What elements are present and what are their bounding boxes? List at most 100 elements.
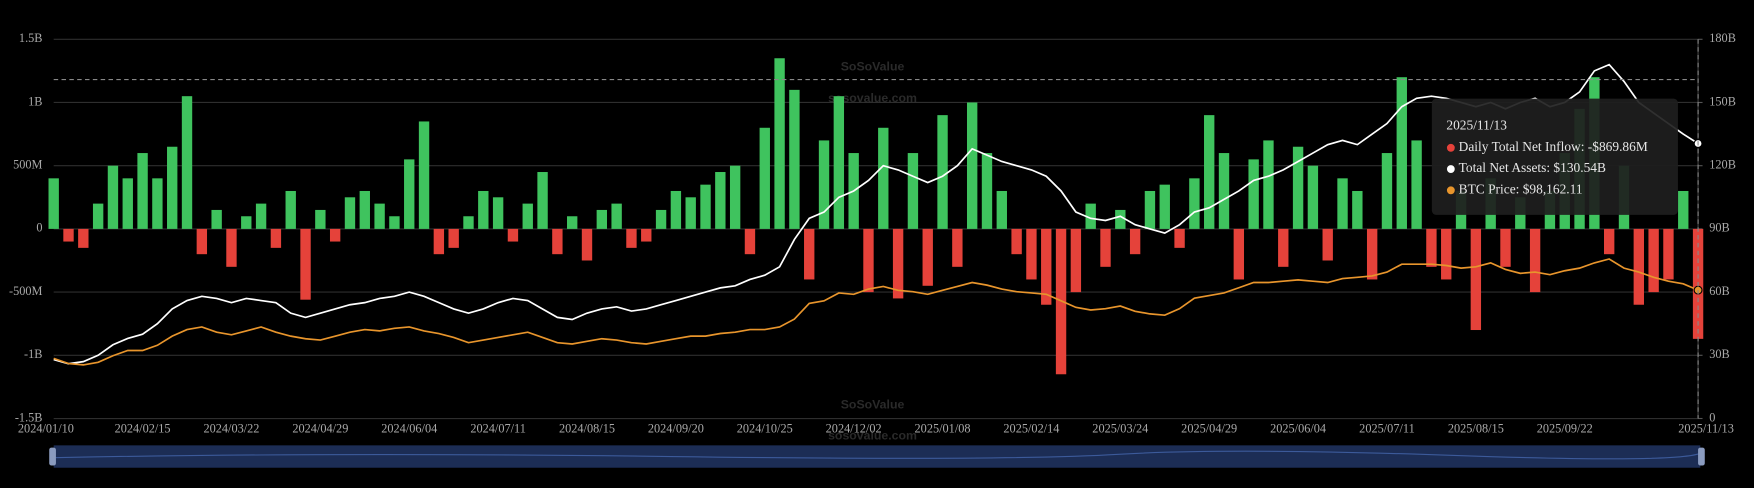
x-tick-label: 2024/08/15 [559, 422, 615, 436]
bar [996, 190, 1007, 229]
bar [315, 209, 326, 229]
x-tick-label: 2025/02/14 [1003, 422, 1059, 436]
x-tick-label: 2024/12/02 [826, 422, 882, 436]
bar [1292, 146, 1304, 229]
bar [255, 203, 267, 229]
bar [1026, 228, 1037, 280]
bar [167, 146, 178, 229]
bar [567, 216, 578, 229]
bar [285, 190, 296, 229]
bar [818, 140, 830, 229]
y-tick-label: -1.5B [15, 410, 43, 424]
bar [1070, 228, 1082, 293]
bar [63, 228, 74, 242]
bar [1426, 228, 1437, 267]
x-tick-label: 2024/01/10 [18, 422, 74, 436]
bar [1115, 209, 1126, 229]
zoom-handle[interactable] [49, 447, 56, 466]
y2-tick-label: 180B [1709, 31, 1736, 45]
watermark-brand: SoSoValue [841, 397, 905, 411]
bar [833, 96, 845, 229]
bar [389, 216, 400, 229]
bar [581, 228, 593, 261]
bar [404, 159, 415, 229]
bar [226, 228, 237, 267]
line [53, 63, 1699, 365]
x-tick-label: 2025/09/22 [1537, 422, 1593, 436]
x-tick-label: 2025/06/04 [1270, 422, 1326, 436]
bar [759, 127, 770, 229]
y2-tick-label: 90B [1709, 221, 1730, 235]
bar [863, 228, 874, 293]
bar [1100, 228, 1111, 267]
bar [1085, 203, 1096, 229]
zoom-handle[interactable] [1698, 447, 1705, 466]
bar [1470, 228, 1482, 331]
bar [804, 228, 815, 280]
bar [922, 228, 933, 286]
bar [448, 228, 459, 248]
bar [789, 89, 800, 229]
bar [715, 172, 726, 229]
x-tick-label: 2024/10/25 [737, 422, 793, 436]
x-tick-label: 2025/08/15 [1448, 422, 1504, 436]
y2-tick-label: 120B [1709, 158, 1736, 172]
bar [685, 197, 696, 229]
bar [478, 190, 489, 229]
bar [744, 228, 756, 255]
bar [892, 228, 904, 299]
x-tick-label: 2025/07/11 [1359, 422, 1415, 436]
bar [1648, 228, 1659, 293]
bar [552, 228, 563, 255]
bar [196, 228, 208, 255]
bar [107, 165, 119, 229]
bar [1248, 159, 1259, 229]
bar [1011, 228, 1022, 255]
bar [374, 203, 385, 229]
bar [152, 178, 163, 229]
bar [966, 102, 978, 229]
bar [1263, 140, 1274, 229]
bar [937, 115, 948, 229]
bar [700, 184, 711, 229]
y-tick-label: 1B [28, 94, 42, 108]
bar [1322, 228, 1333, 261]
bar [1041, 228, 1052, 305]
tooltip-dot [1446, 186, 1455, 195]
bar [1366, 228, 1378, 280]
bar [1204, 115, 1215, 229]
y-tick-label: -500M [9, 284, 43, 298]
zoom-preview [53, 450, 1701, 460]
y-tick-label: 500M [13, 158, 42, 172]
y2-tick-label: 30B [1709, 347, 1730, 361]
tooltip-item: BTC Price: $98,162.11 [1459, 181, 1583, 196]
bar [300, 228, 311, 300]
bar [1307, 165, 1319, 229]
watermark: SoSoValue sosovalue.com SoSoValue sosova… [828, 60, 917, 443]
bar [981, 153, 993, 229]
y-tick-label: 1.5B [19, 31, 43, 45]
bar [1633, 228, 1644, 305]
tooltip-dot [1446, 143, 1455, 152]
bar [626, 228, 637, 248]
bar [181, 96, 193, 229]
bar [774, 58, 785, 229]
bar [78, 228, 89, 248]
y2-tick-label: 60B [1709, 284, 1730, 298]
bar [1663, 228, 1674, 280]
bar [655, 209, 667, 229]
x-tick-label: 2024/07/11 [470, 422, 526, 436]
bar [1411, 140, 1422, 229]
bar [611, 203, 622, 229]
x-tick-label: 2025/03/24 [1092, 422, 1148, 436]
zoom-track[interactable] [53, 445, 1701, 468]
bar [211, 209, 222, 229]
bar [507, 228, 519, 242]
tooltip-item: Daily Total Net Inflow: -$869.86M [1459, 139, 1648, 154]
tooltip-date: 2025/11/13 [1446, 118, 1507, 133]
bar [137, 153, 148, 229]
data-zoom[interactable] [49, 445, 1705, 468]
bar [1337, 178, 1348, 229]
